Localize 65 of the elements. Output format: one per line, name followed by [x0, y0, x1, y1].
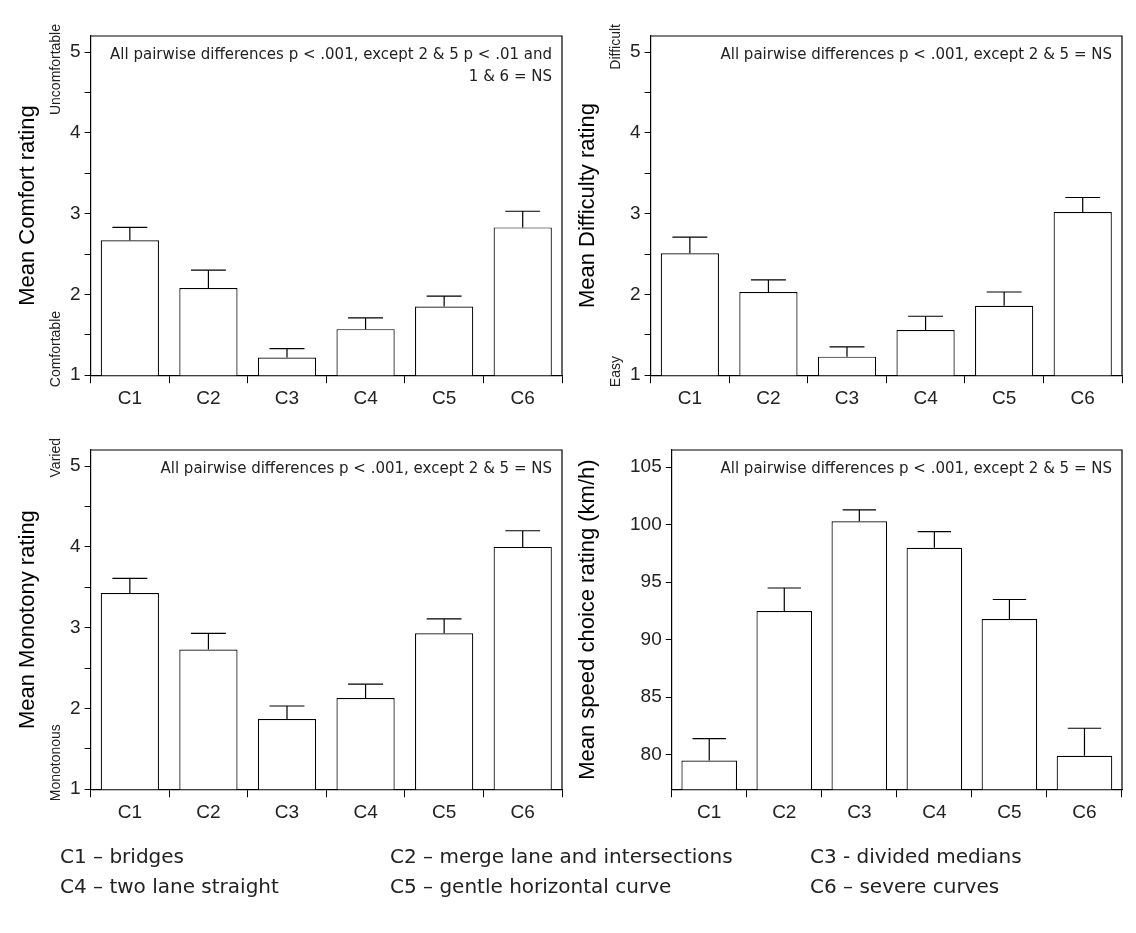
y-tick-label: 105: [630, 455, 662, 477]
text: C4 – two lane straight: [60, 874, 280, 898]
y-axis-title: Mean speed choice rating (km/h): [574, 459, 600, 780]
annotation: All pairwise differences p < .001, except 2 & 5 p < .01 and 1 & 6 = NS: [110, 45, 552, 86]
y-tick-label: 100: [630, 512, 662, 534]
y-tick-label: 85: [640, 685, 662, 707]
text: Varied: [46, 438, 63, 478]
x-tick-label: C6: [1072, 800, 1097, 822]
text: C1 – bridges: [60, 844, 185, 868]
text: Monotonous: [46, 724, 63, 802]
x-tick-label: C1: [117, 386, 142, 408]
x-tick-label: C4: [353, 800, 379, 822]
x-tick-label: C6: [1070, 386, 1095, 408]
y-tick-label: 95: [640, 570, 662, 592]
y-axis-title: Mean Comfort rating: [14, 105, 40, 306]
text: C5 – gentle horizontal curve: [390, 874, 673, 898]
y-tick-label: 90: [640, 627, 662, 649]
y-tick-label: 1: [69, 363, 81, 385]
x-tick-label: C2: [196, 386, 221, 408]
y-tick-label: 3: [69, 615, 81, 637]
y-tick-label: 80: [640, 742, 662, 764]
y-tick-label: 1: [629, 363, 641, 385]
y-tick-label: 4: [629, 121, 641, 143]
x-tick-label: C5: [431, 386, 457, 408]
x-tick-label: C1: [117, 800, 142, 822]
x-tick-label: C5: [997, 800, 1022, 822]
y-tick-label: 5: [69, 454, 81, 476]
y-axis-title: Mean Difficulty rating: [574, 103, 600, 309]
x-tick-label: C6: [510, 800, 535, 822]
x-tick-label: C3: [274, 386, 300, 408]
x-tick-label: C4: [913, 386, 939, 408]
x-tick-label: C2: [196, 800, 221, 822]
text: C3 - divided medians: [810, 844, 1023, 868]
y-tick-label: 3: [629, 201, 641, 223]
x-tick-label: C1: [677, 386, 702, 408]
text: Uncomfortable: [46, 23, 63, 116]
x-tick-label: C3: [274, 800, 300, 822]
x-tick-label: C2: [756, 386, 781, 408]
annotation: All pairwise differences p < .001, except 2 & 5 = NS: [160, 459, 552, 478]
text: Easy: [606, 356, 623, 388]
text: Comfortable: [46, 310, 63, 388]
annotation: All pairwise differences p < .001, except 2 & 5 = NS: [720, 459, 1112, 478]
annotation: All pairwise differences p < .001, except 2 & 5 = NS: [720, 45, 1112, 64]
text: C6 – severe curves: [810, 874, 1001, 898]
y-tick-label: 2: [69, 282, 81, 304]
x-tick-label: C4: [922, 800, 947, 822]
x-tick-label: C3: [834, 386, 860, 408]
y-tick-label: 4: [69, 121, 81, 143]
x-tick-label: C4: [353, 386, 379, 408]
x-tick-label: C6: [510, 386, 535, 408]
y-tick-label: 2: [629, 282, 641, 304]
x-tick-label: C5: [991, 386, 1017, 408]
text: Difficult: [606, 23, 623, 70]
x-tick-label: C2: [772, 800, 797, 822]
y-tick-label: 5: [629, 40, 641, 62]
x-tick-label: C5: [431, 800, 457, 822]
y-tick-label: 4: [69, 535, 81, 557]
y-tick-label: 5: [69, 40, 81, 62]
x-tick-label: C3: [847, 800, 872, 822]
y-tick-label: 3: [69, 201, 81, 223]
y-axis-title: Mean Monotony rating: [14, 510, 40, 730]
text: C2 – merge lane and intersections: [390, 844, 734, 868]
y-tick-label: 2: [69, 696, 81, 718]
x-tick-label: C1: [697, 800, 722, 822]
y-tick-label: 1: [69, 777, 81, 799]
